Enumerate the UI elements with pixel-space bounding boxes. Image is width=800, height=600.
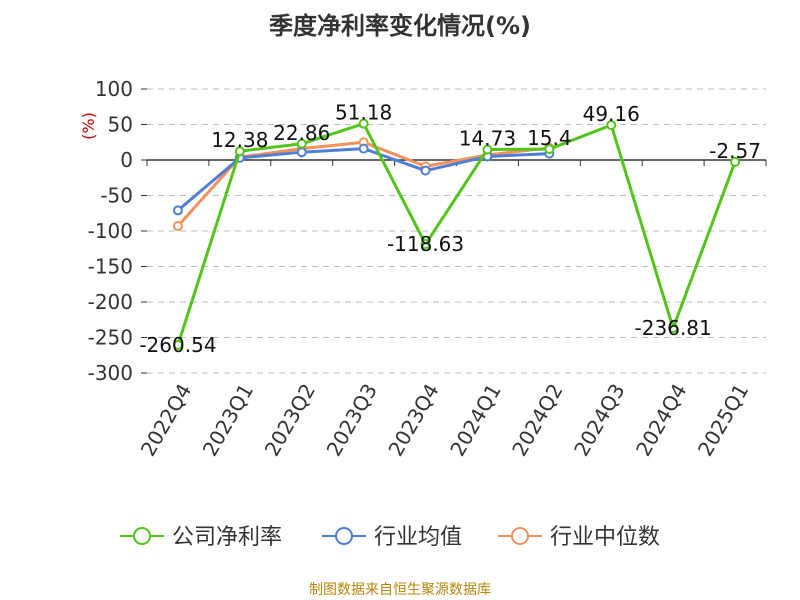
series-point xyxy=(296,138,307,149)
x-tick-label: 2024Q1 xyxy=(445,380,505,461)
x-tick-label: 2024Q2 xyxy=(507,380,567,461)
series-point xyxy=(296,147,307,158)
series-point xyxy=(544,144,555,155)
series-point xyxy=(234,146,245,157)
y-tick-label: -50 xyxy=(100,184,133,208)
series-point xyxy=(358,118,369,129)
source-footer: 制图数据来自恒生聚源数据库 xyxy=(309,582,491,598)
legend-label: 行业中位数 xyxy=(550,525,660,550)
legend-marker xyxy=(511,527,529,545)
series-point xyxy=(420,239,431,250)
legend-marker xyxy=(335,527,353,545)
data-label: 15.4 xyxy=(527,126,572,150)
series-point xyxy=(358,143,369,154)
series-point xyxy=(730,156,741,167)
x-tick-label: 2023Q4 xyxy=(383,380,443,461)
data-label: 51.18 xyxy=(335,101,392,125)
y-axis-unit: (%) xyxy=(79,112,98,140)
legend: 公司净利率 行业均值 行业中位数 xyxy=(120,525,660,550)
x-tick-label: 2023Q2 xyxy=(260,380,320,461)
y-tick-label: -300 xyxy=(88,361,133,385)
y-tick-label: 0 xyxy=(120,148,133,172)
data-label: 49.16 xyxy=(583,102,640,126)
series-point xyxy=(606,120,617,131)
series-line-1 xyxy=(176,147,550,212)
data-label: -118.63 xyxy=(387,232,464,256)
x-tick-label: 2023Q3 xyxy=(322,380,382,461)
series-point xyxy=(172,339,183,350)
data-label: -260.54 xyxy=(139,333,216,357)
series-point xyxy=(482,144,493,155)
legend-label: 行业均值 xyxy=(374,525,462,550)
y-tick-label: -250 xyxy=(88,326,133,350)
y-tick-label: 50 xyxy=(108,113,133,137)
legend-marker xyxy=(133,527,151,545)
series-point xyxy=(668,323,679,334)
legend-label: 公司净利率 xyxy=(172,525,282,550)
data-label: -2.57 xyxy=(709,139,761,163)
series-point xyxy=(172,221,183,232)
series-point xyxy=(172,205,183,216)
y-tick-label: -150 xyxy=(88,255,133,279)
chart-title: 季度净利率变化情况(%) xyxy=(269,12,531,40)
y-tick-label: 100 xyxy=(95,77,133,101)
x-tick-label: 2022Q4 xyxy=(136,380,196,461)
data-label: 22.86 xyxy=(273,121,330,145)
y-tick-label: -100 xyxy=(88,219,133,243)
series-line-0 xyxy=(176,122,737,346)
data-label: 14.73 xyxy=(459,127,516,151)
x-tick-label: 2024Q3 xyxy=(569,380,629,461)
series-layer xyxy=(172,118,741,350)
series-point xyxy=(420,165,431,176)
grid-lines xyxy=(147,88,766,374)
data-label: 12.38 xyxy=(211,128,268,152)
y-tick-label: -200 xyxy=(88,290,133,314)
x-tick-label: 2024Q4 xyxy=(631,380,691,461)
data-label: -236.81 xyxy=(635,316,712,340)
x-tick-label: 2023Q1 xyxy=(198,380,258,461)
y-axis-ticks: 100 50 0 -50 -100 -150 -200 -250 -300 xyxy=(88,77,147,385)
x-tick-label: 2025Q1 xyxy=(693,380,753,461)
